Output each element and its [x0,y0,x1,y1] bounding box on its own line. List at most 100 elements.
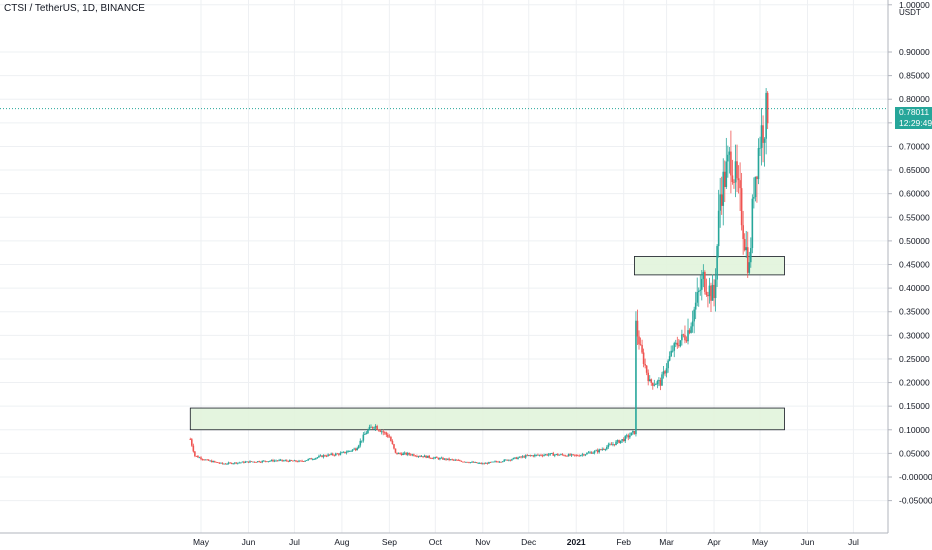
candle-body [601,449,604,450]
candle-body [210,460,213,463]
candle-body [589,452,591,454]
candle-body [383,432,386,434]
candle-body [708,285,711,297]
candle-body [583,454,585,456]
candle-body [230,462,233,464]
candle-body [255,462,257,463]
candle-body [711,284,714,301]
candle-body [550,453,553,455]
candle-body [621,439,623,441]
candle-body [200,457,202,460]
time-axis[interactable]: May Jun Jul Aug Sep Oct Nov Dec 2021 Feb Mar Apr May… [0,532,888,547]
candle-body [282,460,285,462]
candle-body [273,460,276,462]
candle-body [740,188,743,226]
candle-body [336,453,339,455]
candle-body [526,455,529,457]
candle-body [756,176,758,180]
candle-body [674,342,677,344]
candle-body [292,460,294,462]
candle-body [742,225,744,240]
price-tick-label: 0.05000 [899,448,930,458]
candle-body [194,451,196,456]
candle-body [728,151,731,155]
candle-body [443,458,446,460]
last-price-countdown: 12:29:49 [899,118,932,128]
candle-body [699,289,702,291]
candle-body [570,454,573,456]
candle-body [722,171,725,206]
candle-body [639,344,642,346]
candle-body [302,461,305,462]
candle-body [357,445,360,449]
candle-body [705,291,708,295]
time-tick-label: Oct [429,537,443,547]
candle-body [322,455,325,458]
candle-body [449,459,452,461]
candle-body [253,461,256,463]
candle-body [307,459,310,461]
candle-body [627,435,630,438]
candle-body [266,461,268,463]
price-tick-label: 0.10000 [899,425,930,435]
candle-body [342,451,345,453]
time-tick-label: Apr [707,537,720,547]
candle-body [414,455,417,457]
candle-body [331,453,334,455]
candle-body [547,454,550,456]
candle-body [189,439,192,441]
price-tick-label: -0.05000 [899,496,932,506]
candle-body [429,457,432,459]
candle-body [391,441,394,445]
candle-body [341,452,343,454]
candle-body [279,459,282,461]
candle-body [503,459,506,462]
candle-body [275,460,277,462]
candle-body [641,345,643,353]
price-tick-label: 0.70000 [899,141,930,151]
candle-body [636,320,639,337]
price-tick-label: 0.80000 [899,94,930,104]
price-tick-label: 1.00000 [899,0,930,10]
candle-body [560,454,562,456]
candle-body [233,462,236,464]
price-axis[interactable]: 1.000000.900000.850000.800000.750000.700… [887,0,932,533]
candle-body [535,454,538,456]
candle-body [195,455,198,457]
candle-body [396,452,398,455]
candle-body [370,426,372,428]
candle-body [276,460,279,462]
candle-body [333,454,336,456]
candle-body [599,449,602,451]
candle-body [440,457,443,459]
last-price-label: 0.78011 12:29:49 [895,107,932,129]
candle-body [518,456,521,458]
price-tick-label: 0.15000 [899,401,930,411]
candle-body [377,429,380,431]
candle-body [460,460,463,462]
candle-body [498,461,501,463]
candle-body [678,345,680,347]
time-tick-label: Jun [801,537,815,547]
candle-body [662,371,665,375]
candle-body [696,292,699,303]
candle-body [489,462,492,463]
candle-body [252,461,254,463]
candle-body [457,460,460,461]
support-zones [189,256,785,431]
candle-body [264,460,267,462]
candle-body [648,379,651,382]
candle-body [403,452,406,454]
time-tick-label: Mar [659,537,674,547]
candle-body [688,330,691,333]
candle-body [650,379,653,383]
candle-body [405,452,408,455]
candle-body [290,460,293,461]
candle-body [324,455,326,457]
candle-body [325,456,328,457]
candle-body [394,448,397,453]
candle-body [684,335,686,341]
candle-body [423,455,426,458]
candle-body [359,440,362,446]
